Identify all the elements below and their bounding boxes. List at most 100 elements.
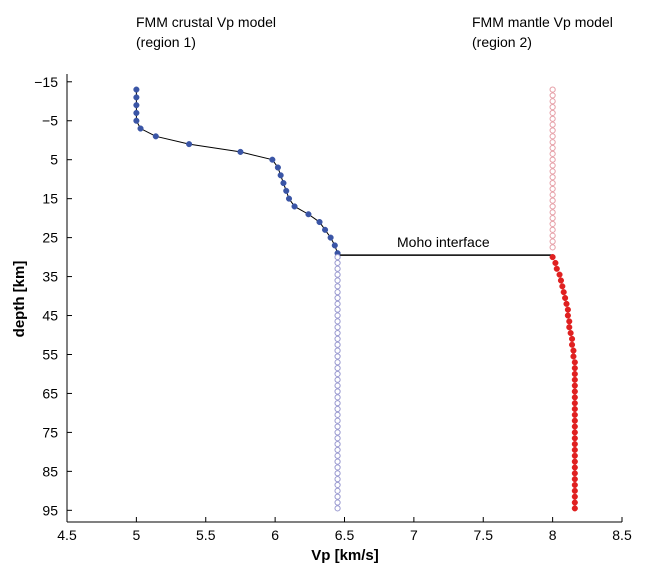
- data-point-crust-extension: [334, 259, 341, 267]
- data-point-crust-extension: [334, 265, 341, 272]
- data-point-mantle-upper: [549, 244, 556, 251]
- data-point-mantle: [571, 417, 578, 424]
- data-point-crust-extension: [334, 394, 341, 401]
- data-point-mantle-upper: [549, 179, 556, 187]
- data-point-crust-extension: [334, 312, 341, 319]
- data-point-crust-extension: [334, 429, 341, 436]
- data-point-crust: [331, 242, 338, 249]
- data-point-crust-extension: [334, 423, 341, 430]
- data-point-crust: [152, 133, 159, 140]
- series-points: [133, 86, 578, 512]
- x-tick-label: 5.5: [196, 527, 216, 543]
- data-point-crust: [291, 203, 298, 210]
- data-point-mantle: [564, 312, 571, 319]
- axes: 4.5 5 5.5 6 6.5 7 7.5 8 8.5 −15 −5 5 15 25 35 45 55 65 75 8…: [34, 74, 632, 543]
- data-point-mantle: [562, 294, 569, 302]
- data-point-crust-extension: [334, 335, 341, 342]
- data-point-mantle-upper: [549, 220, 556, 228]
- data-point-mantle: [552, 259, 559, 266]
- data-point-crust-extension: [334, 435, 341, 442]
- data-point-mantle: [571, 359, 578, 366]
- data-point-mantle: [571, 452, 578, 459]
- data-point-mantle: [571, 441, 578, 448]
- data-point-mantle: [553, 265, 560, 272]
- data-point-crust-extension: [334, 294, 341, 302]
- y-axis-title: depth [km]: [11, 261, 28, 338]
- data-point-crust-extension: [334, 324, 341, 331]
- data-point-mantle: [571, 493, 578, 500]
- data-point-crust: [316, 218, 323, 226]
- data-point-mantle: [571, 458, 578, 465]
- data-point-crust: [274, 164, 281, 171]
- data-point-crust-extension: [334, 470, 341, 477]
- data-point-mantle: [566, 318, 573, 325]
- data-point-mantle: [571, 481, 578, 489]
- data-point-crust: [133, 94, 140, 101]
- x-tick-label: 6: [271, 527, 279, 543]
- data-point-crust-extension: [334, 458, 341, 465]
- data-point-mantle: [567, 330, 574, 337]
- data-point-mantle-upper: [549, 86, 556, 93]
- data-point-crust-extension: [334, 271, 341, 278]
- annotation-mantle-title: FMM mantle Vp model: [472, 14, 613, 30]
- x-tick-label: 8: [549, 527, 557, 543]
- data-point-mantle-upper: [549, 174, 556, 181]
- y-tick-label: 35: [42, 269, 58, 285]
- data-point-crust-extension: [334, 505, 341, 512]
- data-point-crust-extension: [334, 400, 341, 407]
- data-point-mantle: [571, 400, 578, 407]
- data-point-crust-extension: [334, 376, 341, 383]
- y-tick-label: 95: [42, 502, 58, 518]
- data-point-crust-extension: [334, 300, 341, 307]
- data-point-crust-extension: [334, 289, 341, 296]
- x-tick-label: 4.5: [57, 527, 77, 543]
- data-point-mantle: [571, 435, 578, 442]
- data-point-crust: [277, 172, 284, 179]
- data-point-mantle: [571, 394, 578, 401]
- y-tick-label: 45: [42, 308, 58, 324]
- data-point-crust: [322, 226, 329, 233]
- data-point-mantle-upper: [549, 104, 556, 111]
- x-tick-label: 7: [410, 527, 418, 543]
- data-point-mantle: [571, 446, 578, 453]
- data-point-crust: [186, 141, 193, 148]
- data-point-crust: [283, 187, 290, 194]
- data-point-mantle-upper: [549, 226, 556, 233]
- y-tick-label: 65: [42, 385, 58, 401]
- data-point-mantle: [571, 365, 578, 372]
- y-tick-label: 25: [42, 230, 58, 246]
- data-point-crust-extension: [334, 476, 341, 483]
- data-point-mantle-upper: [549, 168, 556, 175]
- data-point-crust-extension: [334, 382, 341, 389]
- data-point-mantle: [571, 411, 578, 418]
- data-point-mantle-upper: [549, 209, 556, 216]
- data-point-crust: [133, 86, 140, 93]
- y-tick-label: 75: [42, 424, 58, 440]
- data-point-crust-extension: [334, 487, 341, 494]
- data-point-mantle-upper: [549, 162, 556, 169]
- data-point-mantle: [569, 341, 576, 348]
- data-point-crust-extension: [334, 405, 341, 413]
- annotation-mantle-subtitle: (region 2): [472, 34, 532, 50]
- data-point-crust-extension: [334, 365, 341, 372]
- data-point-mantle-upper: [549, 109, 556, 117]
- data-point-mantle: [571, 505, 578, 512]
- data-point-crust-extension: [334, 417, 341, 424]
- data-point-mantle-upper: [549, 139, 556, 146]
- y-tick-label: 15: [42, 191, 58, 207]
- data-point-crust: [269, 156, 276, 163]
- data-point-crust-extension: [334, 359, 341, 366]
- data-point-mantle: [571, 376, 578, 383]
- data-point-mantle-upper: [549, 144, 556, 152]
- data-point-crust: [133, 102, 140, 109]
- data-point-mantle: [571, 470, 578, 477]
- data-point-crust-extension: [334, 347, 341, 354]
- data-point-mantle: [564, 306, 571, 313]
- data-point-mantle-upper: [549, 238, 556, 245]
- annotation-moho-label: Moho interface: [397, 234, 490, 250]
- data-point-mantle: [571, 370, 578, 378]
- data-point-mantle: [571, 423, 578, 430]
- data-point-crust-extension: [334, 446, 341, 454]
- data-point-mantle-upper: [549, 185, 556, 193]
- x-tick-label: 8.5: [612, 527, 632, 543]
